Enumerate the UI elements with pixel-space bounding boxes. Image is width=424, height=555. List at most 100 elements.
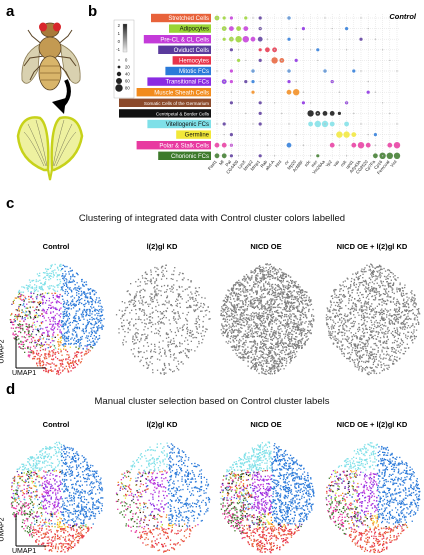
umap-cell-point <box>63 284 65 286</box>
umap-cell-point <box>266 308 268 310</box>
umap-cell-point <box>141 334 143 336</box>
umap-cell-point <box>293 285 295 287</box>
expression-dot <box>223 80 225 83</box>
umap-cell-point <box>350 353 352 356</box>
umap-cell-point <box>169 288 171 290</box>
umap-cell-point <box>398 358 401 360</box>
umap-cell-point <box>101 328 103 330</box>
umap-cell-point <box>73 364 75 366</box>
umap-cell-point <box>51 329 54 331</box>
umap-cell-point <box>233 308 235 310</box>
umap-cell-point <box>278 279 281 282</box>
umap-cell-point <box>254 331 256 333</box>
umap-cell-point <box>231 325 233 327</box>
umap-cell-point <box>223 315 225 317</box>
umap-cell-point <box>41 313 43 315</box>
umap-cell-point <box>262 347 264 350</box>
umap-cell-point <box>381 308 383 310</box>
umap-cell-point <box>69 314 71 316</box>
umap-cell-point <box>39 349 42 352</box>
umap-cell-point <box>67 327 69 329</box>
umap-cell-point <box>78 296 80 298</box>
umap-cell-point <box>262 319 264 321</box>
umap-cell-point <box>310 300 312 302</box>
umap-cell-point <box>99 299 101 302</box>
umap-cell-point <box>277 365 279 368</box>
umap-cell-point <box>44 272 46 274</box>
expression-dot <box>259 27 261 30</box>
umap-cell-point <box>164 351 166 353</box>
umap-cell-point <box>30 296 32 298</box>
umap-cell-point <box>60 364 62 366</box>
umap-cell-point <box>195 326 197 328</box>
umap-cell-point <box>15 309 17 311</box>
umap-cell-point <box>142 334 144 336</box>
umap-cell-point <box>27 327 29 329</box>
umap-cell-point <box>287 353 289 355</box>
umap-cell-point <box>302 329 304 331</box>
umap-cell-point <box>268 269 270 271</box>
umap-cell-point <box>240 282 242 285</box>
umap-cell-point <box>187 349 189 351</box>
umap-cell-point <box>270 284 273 286</box>
umap-cell-point <box>58 321 61 323</box>
umap-cell-point <box>264 329 266 331</box>
umap-cell-point <box>226 325 228 327</box>
umap-cell-point <box>257 267 259 269</box>
umap-cell-point <box>237 293 239 295</box>
umap-cell-point <box>412 299 414 302</box>
umap-cell-point <box>258 327 261 329</box>
umap-cell-point <box>272 331 274 333</box>
umap-cell-point <box>244 280 246 282</box>
umap-cell-point <box>85 350 87 352</box>
umap-cell-point <box>13 334 15 336</box>
umap-cell-point <box>81 294 83 296</box>
umap-cell-point <box>79 301 81 304</box>
umap-cell-point <box>38 362 40 364</box>
umap-cell-point <box>400 349 402 351</box>
umap-cell-point <box>28 323 30 326</box>
umap-cell-point <box>259 334 262 337</box>
umap-cell-point <box>282 278 284 280</box>
umap-cell-point <box>100 315 102 317</box>
umap-cell-point <box>60 302 62 305</box>
umap-cell-point <box>245 317 247 319</box>
umap-cell-point <box>267 317 269 319</box>
umap-cell-point <box>255 349 257 351</box>
umap-cell-point <box>159 372 162 374</box>
umap-cell-point <box>352 289 354 291</box>
umap-cell-point <box>33 309 35 312</box>
umap-cell-point <box>291 330 293 332</box>
umap-cell-point <box>271 316 274 319</box>
umap-cell-point <box>150 269 152 271</box>
umap-cell-point <box>203 303 205 305</box>
umap-cell-point <box>260 301 262 303</box>
umap-cell-point <box>27 330 29 332</box>
umap-cell-point <box>281 341 283 343</box>
umap-cell-point <box>359 355 361 358</box>
expression-dot <box>317 112 319 115</box>
umap-cell-point <box>46 329 48 331</box>
umap-cell-point <box>299 339 301 341</box>
umap-cell-point <box>290 293 292 295</box>
umap-cell-point <box>175 300 177 302</box>
umap-cell-point <box>301 298 303 300</box>
umap-cell-point <box>54 323 56 325</box>
umap-cell-point <box>246 323 248 326</box>
umap-cell-point <box>172 337 175 340</box>
umap-cell-point <box>29 351 31 353</box>
umap-cell-point <box>133 305 135 307</box>
umap-cell-point <box>62 366 64 368</box>
umap-cell-point <box>163 368 165 371</box>
umap-cell-point <box>182 350 184 352</box>
umap-cell-point <box>260 302 262 305</box>
umap-cell-point <box>265 281 267 284</box>
umap-cell-point <box>38 358 41 360</box>
umap-cell-point <box>299 296 301 298</box>
umap-cell-point <box>24 296 26 298</box>
expression-dot <box>307 110 314 117</box>
cluster-label: Polar & Stalk Cells <box>136 141 211 150</box>
umap-cell-point <box>232 345 234 347</box>
umap-cell-point <box>75 314 77 316</box>
umap-cell-point <box>243 309 245 311</box>
